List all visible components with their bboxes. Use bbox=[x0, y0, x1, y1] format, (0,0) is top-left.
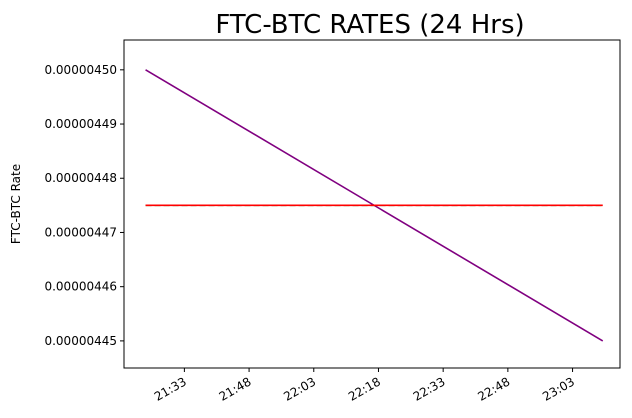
x-tick-label-4: 22:18 bbox=[346, 374, 383, 403]
x-axis: 21:33 21:48 22:03 22:18 22:33 22:48 23:03 bbox=[152, 368, 577, 404]
x-tick-label-3: 22:03 bbox=[281, 374, 318, 403]
x-tick-label-6: 22:48 bbox=[475, 374, 512, 403]
x-tick-label-1: 21:33 bbox=[152, 374, 189, 403]
x-tick-label-7: 23:03 bbox=[540, 374, 577, 403]
chart-title: FTC-BTC RATES (24 Hrs) bbox=[215, 10, 524, 40]
y-tick-label-5: 0.00000446 bbox=[44, 280, 117, 294]
x-tick-label-2: 21:48 bbox=[217, 374, 254, 403]
y-tick-label-4: 0.00000447 bbox=[44, 225, 117, 239]
y-tick-label-1: 0.00000450 bbox=[44, 63, 117, 77]
series-layer bbox=[145, 69, 604, 342]
y-axis-label: FTC-BTC Rate bbox=[9, 164, 23, 244]
y-tick-label-6: 0.00000445 bbox=[44, 334, 117, 348]
y-tick-label-3: 0.00000448 bbox=[44, 171, 117, 185]
y-tick-label-2: 0.00000449 bbox=[44, 117, 117, 131]
y-axis: 0.00000450 0.00000449 0.00000448 0.00000447… bbox=[44, 63, 124, 348]
plot-frame bbox=[123, 39, 621, 369]
x-tick-label-5: 22:33 bbox=[411, 374, 448, 403]
